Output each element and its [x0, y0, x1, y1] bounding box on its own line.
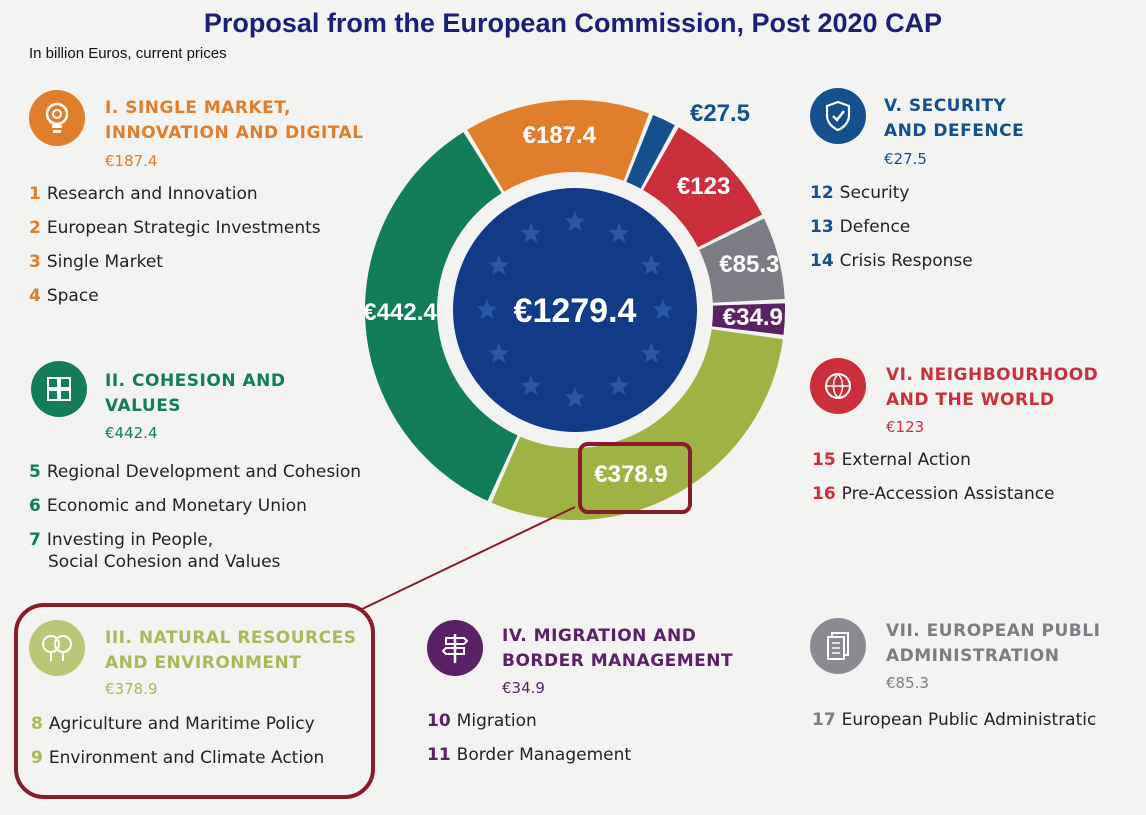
segment-value-label: €187.4: [522, 121, 597, 149]
donut-segment: [364, 132, 518, 501]
section-6-heading: VI. NEIGHBOURHOOD AND THE WORLD: [886, 365, 1099, 410]
donut-segment: [643, 127, 763, 248]
section-7-list: 17 European Public Administratic: [812, 709, 1102, 743]
eu-star: [564, 211, 586, 231]
list-item: 9 Environment and Climate Action: [31, 748, 325, 768]
highlight-box-section: [14, 603, 375, 799]
list-item: 16 Pre-Accession Assistance: [812, 484, 1055, 504]
section-6-list: 15 External Action 16 Pre-Accession Assist…: [812, 449, 1055, 517]
trees-icon: [29, 620, 85, 676]
section-2-amount: €442.4: [105, 424, 158, 442]
section-3-list: 8 Agriculture and Maritime Policy 9 Enviro…: [31, 713, 324, 781]
section-5-heading: V. SECURITY AND DEFENCE: [884, 96, 1025, 141]
chart-center-disc: [453, 188, 697, 432]
eu-stars: [476, 211, 674, 407]
eu-star: [520, 375, 542, 396]
list-item: 11 Border Management: [427, 745, 632, 765]
highlight-box-segment: [578, 442, 692, 514]
list-item: 8 Agriculture and Maritime Policy: [31, 714, 315, 734]
segment-value-label: €27.5: [689, 100, 751, 127]
donut-segment: [712, 303, 785, 335]
list-item: 5 Regional Development and Cohesion: [29, 462, 362, 482]
list-item: 4 Space: [29, 286, 99, 306]
list-item: 3 Single Market: [29, 252, 163, 272]
lightbulb-icon: [29, 90, 85, 146]
segment-value-label: €378.9: [594, 461, 668, 488]
donut-segment: [699, 218, 785, 303]
shield-check-icon: [810, 88, 866, 144]
section-4-list: 10 Migration 11 Border Management: [427, 710, 631, 778]
section-4-amount: €34.9: [502, 679, 545, 697]
list-item: 1 Research and Innovation: [29, 184, 258, 204]
section-4-heading: IV. MIGRATION AND BORDER MANAGEMENT: [502, 626, 734, 671]
donut-chart: €1279.4: [364, 100, 785, 520]
documents-icon: [810, 618, 866, 674]
chart-total-label: €1279.4: [514, 292, 637, 330]
segment-value-label: €123: [676, 172, 731, 200]
list-item: 10 Migration: [427, 711, 537, 731]
donut-segment: [467, 100, 649, 192]
eu-star: [608, 375, 630, 396]
signpost-icon: [427, 620, 483, 676]
eu-star: [608, 222, 630, 243]
list-item: 15 External Action: [812, 450, 971, 470]
globe-pin-icon: [810, 358, 866, 414]
donut-segment: [491, 329, 783, 520]
eu-star: [488, 343, 510, 363]
section-5-amount: €27.5: [884, 150, 927, 168]
eu-star: [640, 255, 662, 275]
section-3-heading: III. NATURAL RESOURCES AND ENVIRONMENT: [105, 628, 357, 673]
section-2-list: 5 Regional Development and Cohesion 6 Econ…: [29, 461, 361, 585]
list-item-continued: Social Cohesion and Values: [48, 552, 281, 572]
list-item: 14 Crisis Response: [810, 251, 973, 271]
section-7-heading: VII. EUROPEAN PUBLI ADMINISTRATION: [886, 621, 1101, 666]
list-item: 2 European Strategic Investments: [29, 218, 321, 238]
section-7-amount: €85.3: [886, 674, 929, 692]
eu-star: [652, 299, 674, 319]
eu-star: [640, 343, 662, 363]
segment-value-label: €85.3: [719, 251, 780, 279]
eu-star: [520, 222, 542, 243]
segment-value-label: €442.4: [363, 299, 437, 326]
puzzle-icon: [31, 361, 87, 417]
list-item: 7 Investing in People,: [29, 530, 214, 550]
section-3-amount: €378.9: [105, 680, 158, 698]
eu-star: [564, 387, 586, 407]
chart-subtitle: In billion Euros, current prices: [29, 45, 227, 62]
list-item: 6 Economic and Monetary Union: [29, 496, 307, 516]
section-6-amount: €123: [886, 418, 925, 436]
eu-star: [488, 255, 510, 275]
section-5-list: 12 Security 13 Defence 14 Crisis Response: [810, 182, 973, 284]
section-1-heading: I. SINGLE MARKET, INNOVATION AND DIGITAL: [105, 98, 364, 143]
list-item: 12 Security: [810, 183, 910, 203]
section-1-list: 1 Research and Innovation 2 European Strat…: [29, 183, 321, 319]
eu-star: [476, 299, 498, 319]
donut-segment: [626, 115, 675, 189]
section-2-heading: II. COHESION AND VALUES: [105, 371, 286, 416]
list-item: 13 Defence: [810, 217, 911, 237]
segment-value-label: €34.9: [722, 303, 783, 331]
page-title: Proposal from the European Commission, P…: [203, 8, 943, 38]
section-1-amount: €187.4: [105, 152, 158, 170]
list-item: 17 European Public Administratic: [812, 710, 1097, 730]
